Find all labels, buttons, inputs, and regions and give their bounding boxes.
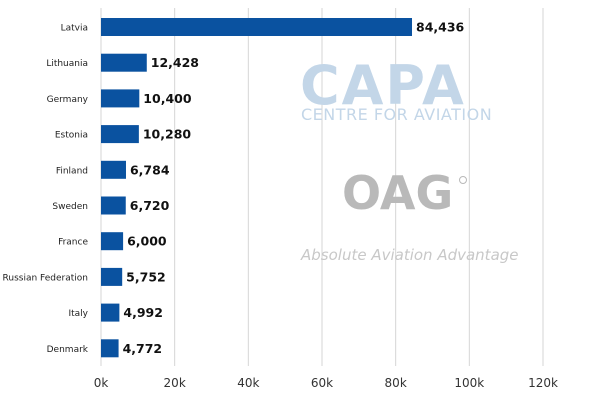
x-tick-label: 60k [311,376,333,390]
capa-tagline-watermark: CENTRE FOR AVIATION [301,105,492,124]
category-label: Lithuania [46,59,88,69]
data-label: 10,400 [143,91,192,106]
bar [101,125,139,144]
bar [101,160,126,179]
watermarks: CAPA CENTRE FOR AVIATION OAG Absolute Av… [300,54,519,264]
x-tick-label: 120k [528,376,558,390]
category-label: Italy [68,309,88,319]
bar [101,53,147,72]
category-label: Latvia [61,24,88,34]
category-label: Estonia [55,131,88,141]
bar [101,18,413,36]
bar [101,267,123,286]
x-tick-label: 40k [237,376,259,390]
data-label: 12,428 [151,55,199,70]
data-label: 4,772 [123,341,163,356]
data-label: 84,436 [416,20,465,35]
bars [101,18,413,358]
oag-tagline-watermark: Absolute Aviation Advantage [300,246,519,264]
category-label: Sweden [52,202,88,212]
category-label: Russian Federation [3,273,88,283]
x-axis-tick-labels: 0k 20k 40k 60k 80k 100k 120k [94,376,558,390]
bar [101,89,140,108]
x-tick-label: 80k [385,376,407,390]
category-labels: Latvia Lithuania Germany Estonia Finland Swed… [3,24,89,355]
data-label: 6,784 [130,162,170,177]
x-tick-label: 20k [164,376,186,390]
bar [101,303,120,322]
bar [101,196,126,215]
category-label: Denmark [47,345,89,355]
grid-lines [100,8,544,366]
bar [101,339,119,358]
registered-mark-icon [459,176,467,184]
data-label: 6,720 [130,198,170,213]
data-label: 10,280 [143,127,192,142]
x-tick-label: 100k [454,376,484,390]
data-label: 4,992 [123,305,163,320]
bar [101,232,124,251]
data-label: 5,752 [126,269,166,284]
value-labels: 84,436 12,428 10,400 10,280 6,784 6,720 6,000 5… [123,20,465,356]
oag-logo-watermark: OAG [342,166,453,220]
category-label: Germany [47,95,89,105]
category-label: France [58,238,88,248]
category-label: Finland [56,166,88,176]
capa-logo-watermark: CAPA [300,54,466,117]
x-tick-label: 0k [94,376,109,390]
data-label: 6,000 [127,234,167,249]
